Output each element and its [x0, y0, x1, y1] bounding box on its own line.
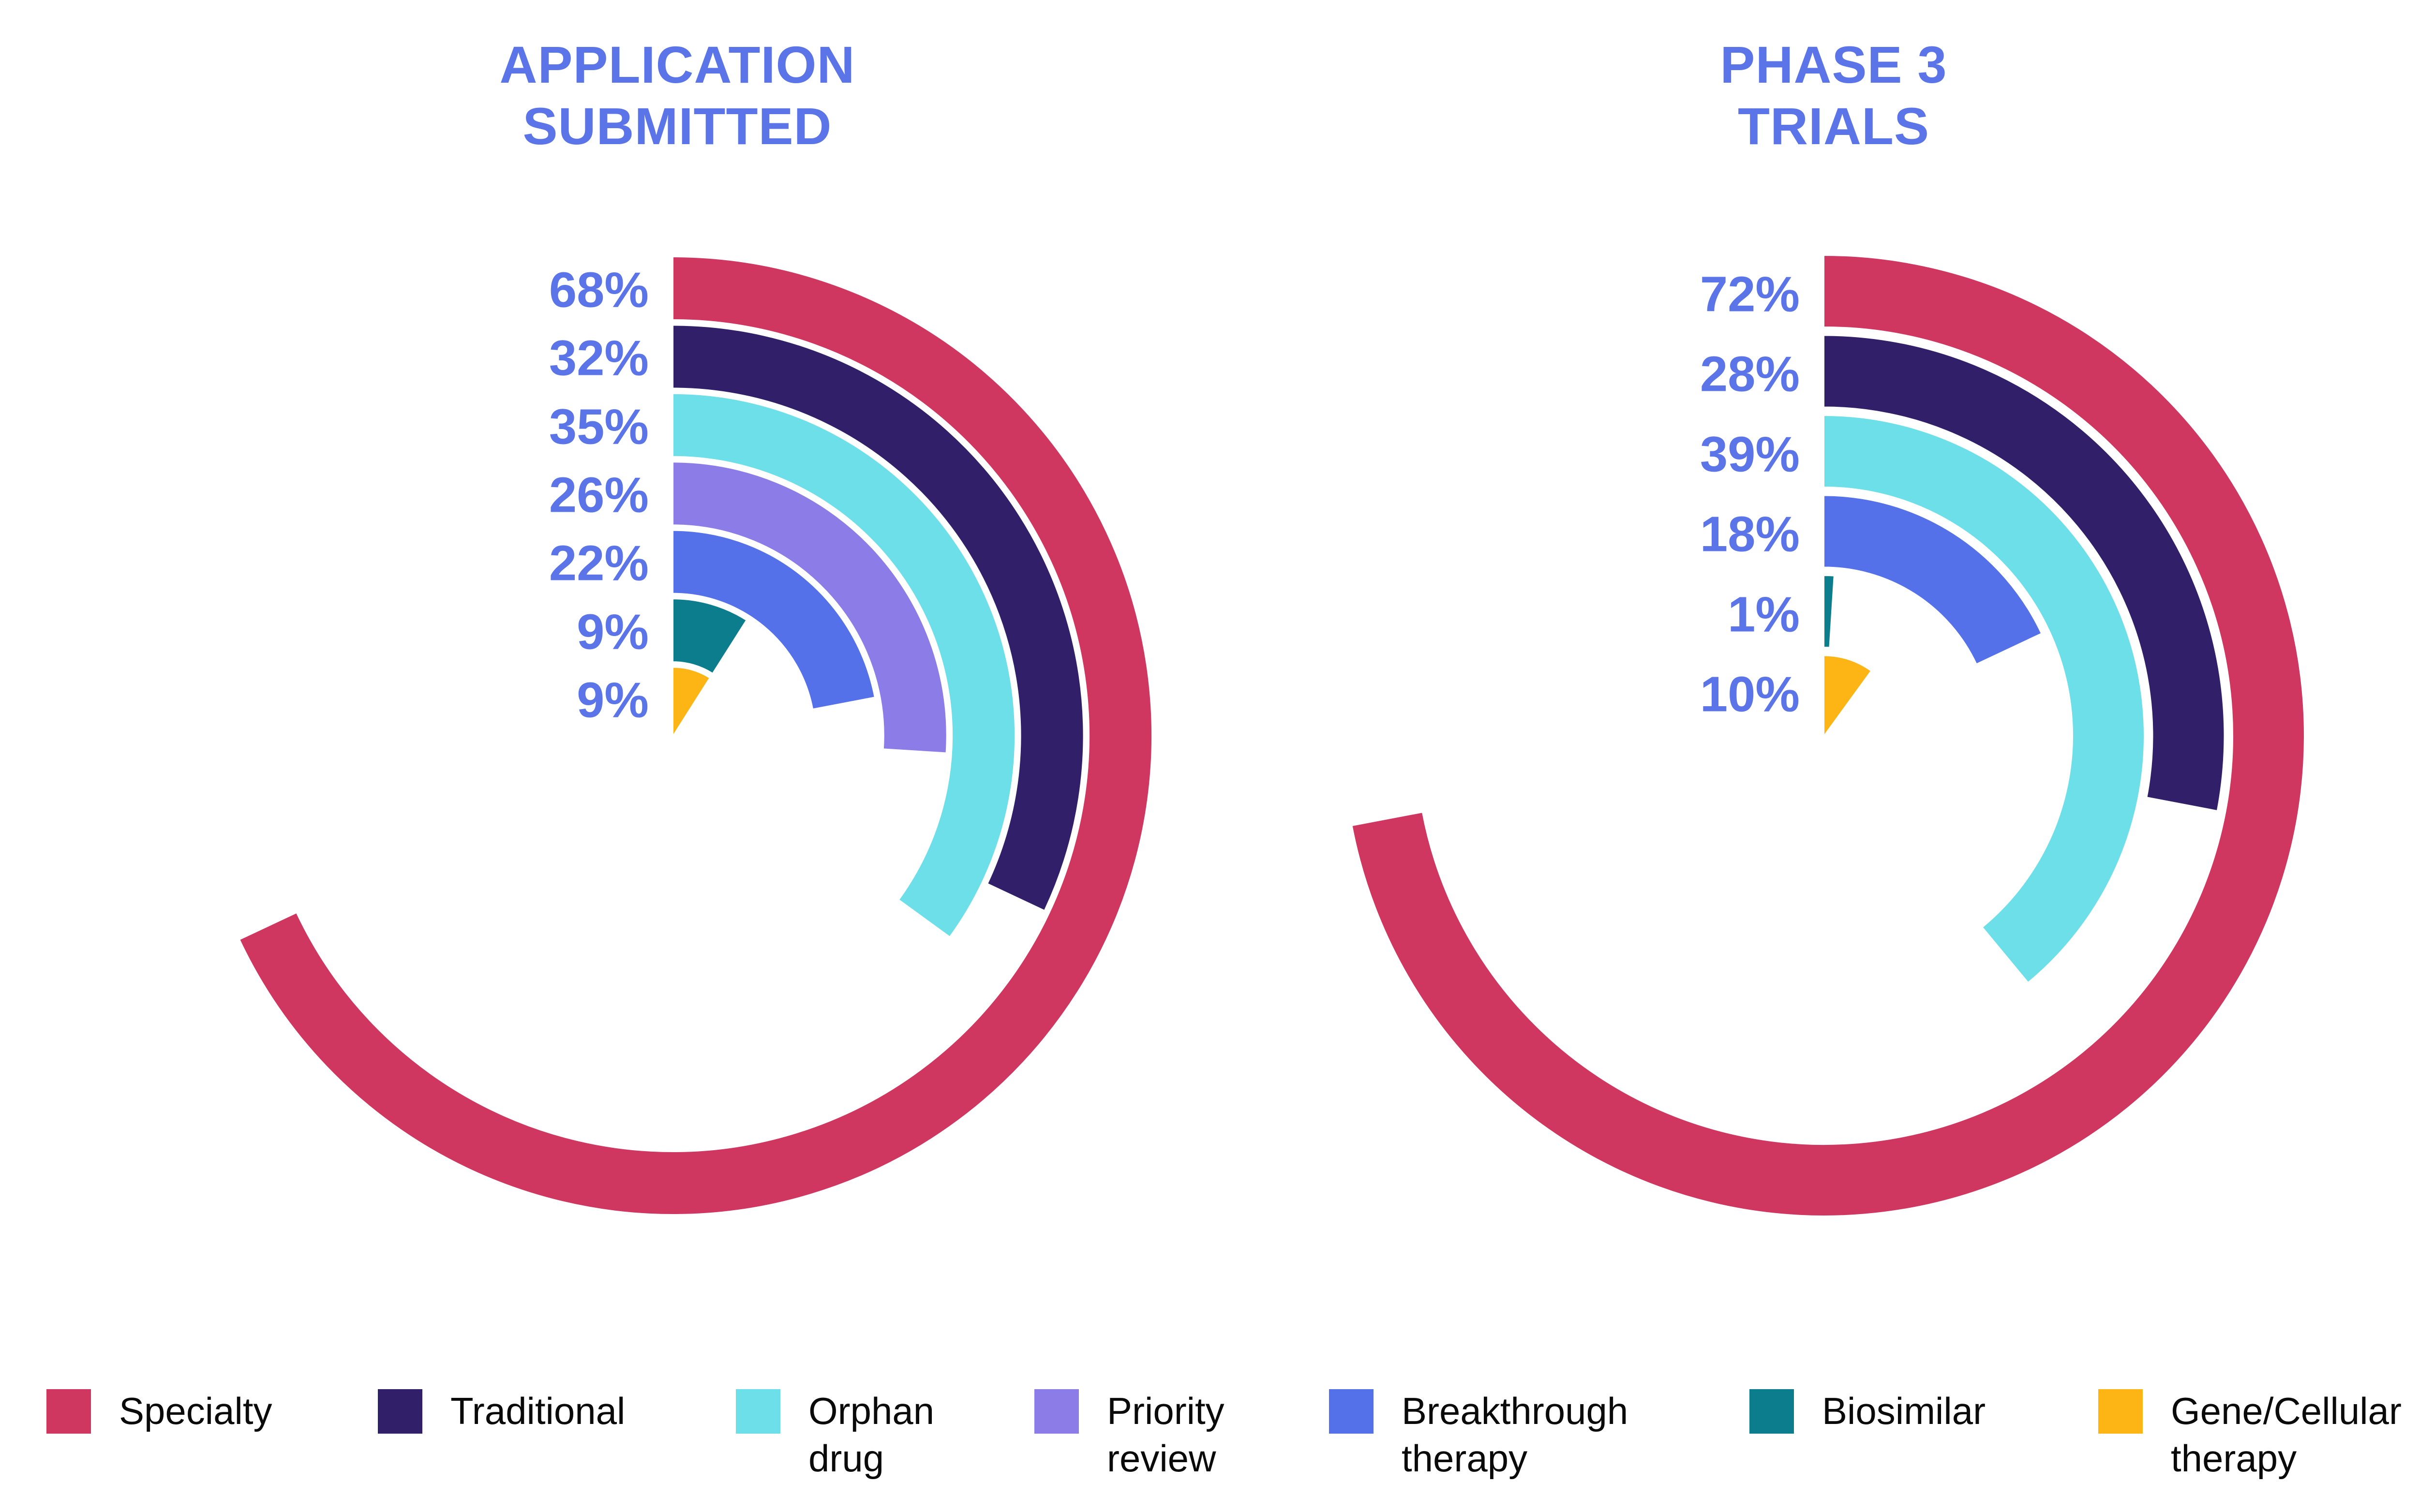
value-label-specialty: 72% [1700, 266, 1800, 322]
ring-biosimilar [672, 598, 747, 674]
legend-item-biosimilar: Biosimilar [1749, 1389, 1986, 1435]
value-label-orphan-drug: 39% [1700, 426, 1800, 482]
legend-swatch-traditional [378, 1389, 422, 1434]
ring-traditional [1823, 335, 2225, 812]
legend-item-traditional: Traditional [378, 1389, 625, 1435]
legend-label: Traditional [450, 1390, 626, 1432]
ring-specialty [1351, 254, 2305, 1216]
value-label-breakthrough-therapy: 22% [549, 535, 649, 592]
chart-title-application-submitted: APPLICATION SUBMITTED [499, 35, 855, 156]
legend-swatch-specialty [46, 1389, 91, 1434]
ring-breakthrough-therapy [1823, 495, 2042, 665]
value-label-biosimilar: 9% [577, 604, 649, 660]
value-label-specialty: 68% [549, 262, 649, 318]
ring-traditional [672, 325, 1084, 911]
legend-label: Gene/Cellular therapy [2171, 1390, 2402, 1480]
legend-item-priority-review: Priority review [1034, 1389, 1224, 1482]
value-label-traditional: 32% [549, 330, 649, 386]
legend-item-specialty: Specialty [46, 1389, 272, 1435]
legend-label: Specialty [119, 1390, 272, 1432]
legend-swatch-gene-cellular-therapy [2098, 1389, 2143, 1434]
ring-gene-cellular-therapy [672, 667, 711, 738]
value-label-breakthrough-therapy: 18% [1700, 506, 1800, 562]
legend-label: Biosimilar [1822, 1390, 1986, 1432]
legend-swatch-orphan-drug [736, 1389, 780, 1434]
ring-biosimilar [1823, 575, 1835, 648]
value-label-orphan-drug: 35% [549, 399, 649, 455]
value-label-biosimilar: 1% [1728, 586, 1800, 642]
ring-breakthrough-therapy [672, 530, 875, 710]
ring-specialty [239, 256, 1152, 1215]
legend-label: Priority review [1107, 1390, 1224, 1480]
value-label-gene-cellular-therapy: 9% [577, 672, 649, 728]
legend-label: Orphan drug [808, 1390, 935, 1480]
legend-label: Breakthrough therapy [1402, 1390, 1628, 1480]
value-label-priority-review: 26% [549, 467, 649, 523]
ring-orphan-drug [672, 393, 1016, 938]
ring-priority-review [672, 461, 947, 754]
legend-swatch-priority-review [1034, 1389, 1079, 1434]
legend-swatch-breakthrough-therapy [1329, 1389, 1374, 1434]
legend-item-orphan-drug: Orphan drug [736, 1389, 934, 1482]
value-label-traditional: 28% [1700, 346, 1800, 402]
ring-gene-cellular-therapy [1823, 655, 1872, 738]
legend-swatch-biosimilar [1749, 1389, 1794, 1434]
legend-item-gene-cellular-therapy: Gene/Cellular therapy [2098, 1389, 2402, 1482]
ring-orphan-drug [1823, 415, 2145, 983]
value-label-gene-cellular-therapy: 10% [1700, 666, 1800, 722]
legend-item-breakthrough-therapy: Breakthrough therapy [1329, 1389, 1628, 1482]
chart-title-phase-3-trials: PHASE 3 TRIALS [1720, 35, 1947, 156]
